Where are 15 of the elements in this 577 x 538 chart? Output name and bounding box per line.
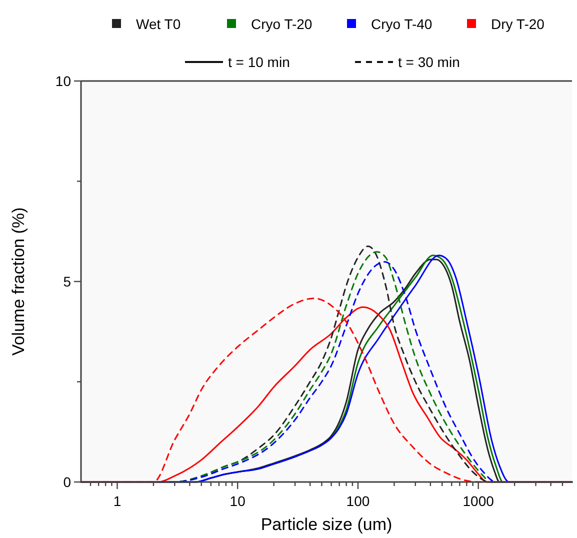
- y-tick-label: 0: [63, 474, 72, 490]
- y-axis-title: Volume fraction (%): [9, 207, 28, 356]
- y-tick-label: 5: [63, 274, 72, 290]
- legend-label: Cryo T-40: [371, 16, 432, 32]
- x-axis-title: Particle size (um): [260, 515, 392, 534]
- legend-label: Dry T-20: [491, 16, 545, 32]
- text: t = 30 min: [398, 54, 460, 70]
- x-tick-label: 1: [113, 493, 122, 509]
- text: t = 10 min: [228, 54, 290, 70]
- x-tick-label: 10: [230, 493, 246, 509]
- legend-label: Wet T0: [136, 16, 181, 32]
- x-tick-label: 100: [346, 493, 370, 509]
- x-tick-label: 1000: [462, 493, 494, 509]
- legend-label: Cryo T-20: [251, 16, 312, 32]
- y-tick-label: 10: [55, 73, 72, 89]
